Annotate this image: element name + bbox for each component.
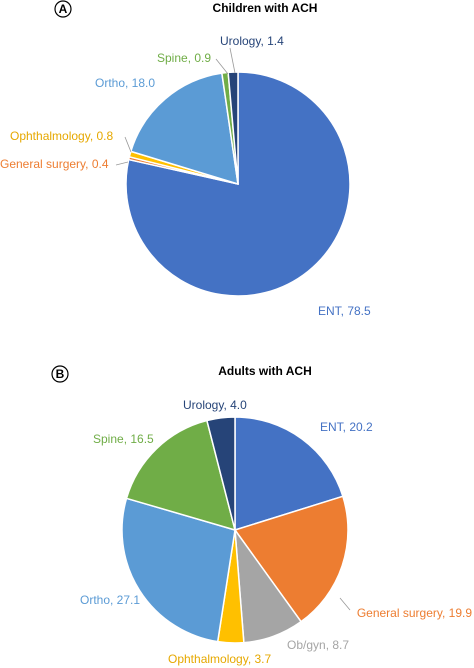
slice-label: ENT, 20.2 <box>320 420 373 434</box>
slice-label: Ophthalmology, 3.7 <box>168 652 271 666</box>
chart-title: Adults with ACH <box>218 364 312 378</box>
pie-slice <box>129 72 239 186</box>
panel-badge <box>51 365 69 383</box>
slice-label: Spine, 0.9 <box>157 51 211 65</box>
pie-slice <box>125 419 237 532</box>
slice-label: Urology, 4.0 <box>183 398 247 412</box>
slice-label: Ophthalmology, 0.8 <box>10 129 113 143</box>
pie-slice <box>233 495 349 623</box>
leader-line <box>215 58 229 75</box>
chart-title: Children with ACH <box>213 1 318 15</box>
leader-line <box>229 47 236 74</box>
panel-label: B <box>56 367 65 381</box>
leader-line <box>115 161 129 166</box>
slice-label: General surgery, 0.4 <box>0 157 109 171</box>
slice-label: Ob/gyn, 8.7 <box>287 638 349 652</box>
pie-slice <box>234 416 344 532</box>
leader-line <box>339 597 351 611</box>
slice-label: Spine, 16.5 <box>93 432 154 446</box>
panel-label: A <box>59 2 68 16</box>
pie-slice <box>227 71 239 185</box>
slice-label: General surgery, 19.9 <box>357 606 472 620</box>
slice-label: Urology, 1.4 <box>220 34 284 48</box>
leader-line <box>124 136 132 153</box>
pie-slice <box>121 497 236 643</box>
pie-slice <box>206 416 236 531</box>
slice-label: Ortho, 18.0 <box>95 76 155 90</box>
panel-badge <box>54 0 72 18</box>
slice-label: ENT, 78.5 <box>318 304 371 318</box>
slice-label: Ortho, 27.1 <box>80 593 140 607</box>
